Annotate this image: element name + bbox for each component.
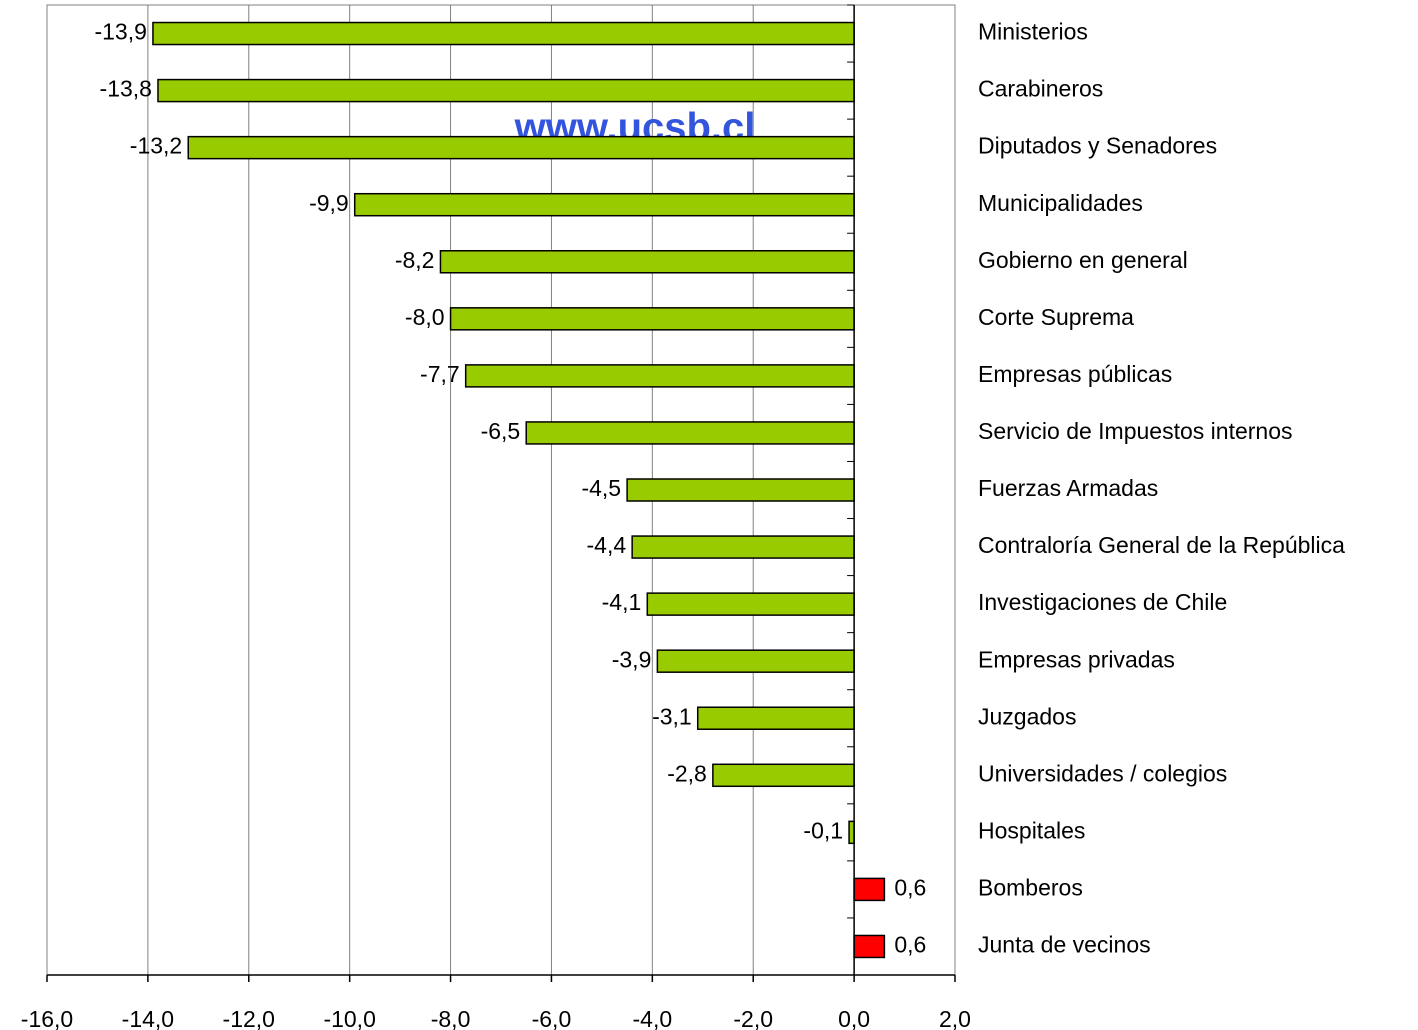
bar	[525, 421, 855, 445]
value-label: -13,9	[94, 19, 146, 45]
category-label: Empresas públicas	[978, 361, 1172, 387]
category-label: Hospitales	[978, 817, 1085, 843]
bar	[712, 763, 855, 788]
category-label: Empresas privadas	[978, 646, 1175, 672]
value-label: -0,1	[803, 817, 843, 843]
bar	[646, 592, 855, 616]
bar	[157, 78, 855, 103]
value-label: 0,6	[894, 874, 926, 900]
bar	[848, 820, 855, 845]
value-label: -13,2	[130, 133, 182, 159]
value-label: -7,7	[420, 361, 460, 387]
bar	[853, 934, 886, 959]
category-label: Contraloría General de la República	[978, 532, 1345, 558]
x-tick-label: -14,0	[122, 1006, 174, 1030]
category-label: Carabineros	[978, 76, 1103, 102]
category-label: Gobierno en general	[978, 247, 1188, 273]
x-tick-label: -4,0	[633, 1006, 673, 1030]
category-label: Investigaciones de Chile	[978, 589, 1227, 615]
category-label: Junta de vecinos	[978, 932, 1151, 958]
x-tick-label: -8,0	[431, 1006, 471, 1030]
bar	[464, 364, 855, 388]
category-label: Ministerios	[978, 19, 1088, 45]
value-label: -4,1	[602, 589, 642, 615]
value-label: -2,8	[667, 760, 707, 786]
value-label: -8,0	[405, 304, 445, 330]
value-label: -9,9	[309, 190, 349, 216]
bar	[626, 478, 855, 502]
x-tick-label: -6,0	[532, 1006, 572, 1030]
bar	[353, 192, 855, 217]
bar	[449, 307, 855, 331]
bar	[696, 706, 855, 730]
category-label: Municipalidades	[978, 190, 1143, 216]
category-label: Fuerzas Armadas	[978, 475, 1158, 501]
bar	[656, 649, 855, 673]
value-label: -3,1	[652, 703, 692, 729]
category-label: Bomberos	[978, 874, 1083, 900]
value-label: -8,2	[395, 247, 435, 273]
value-label: -3,9	[612, 646, 652, 672]
x-tick-label: -2,0	[733, 1006, 773, 1030]
category-label: Universidades / colegios	[978, 760, 1227, 786]
bar	[439, 250, 855, 274]
value-label: -6,5	[481, 418, 521, 444]
bar	[853, 877, 886, 902]
category-label: Diputados y Senadores	[978, 133, 1217, 159]
category-label: Servicio de Impuestos internos	[978, 418, 1293, 444]
value-label: 0,6	[894, 932, 926, 958]
x-tick-label: 2,0	[939, 1006, 971, 1030]
category-label: Juzgados	[978, 703, 1076, 729]
x-tick-label: 0,0	[838, 1006, 870, 1030]
x-tick-label: -12,0	[223, 1006, 275, 1030]
value-label: -4,5	[581, 475, 621, 501]
bar	[187, 135, 855, 160]
category-label: Corte Suprema	[978, 304, 1134, 330]
bar	[152, 21, 855, 46]
x-tick-label: -16,0	[21, 1006, 73, 1030]
bar	[631, 535, 855, 559]
value-label: -13,8	[100, 76, 152, 102]
x-tick-label: -10,0	[323, 1006, 375, 1030]
value-label: -4,4	[587, 532, 627, 558]
